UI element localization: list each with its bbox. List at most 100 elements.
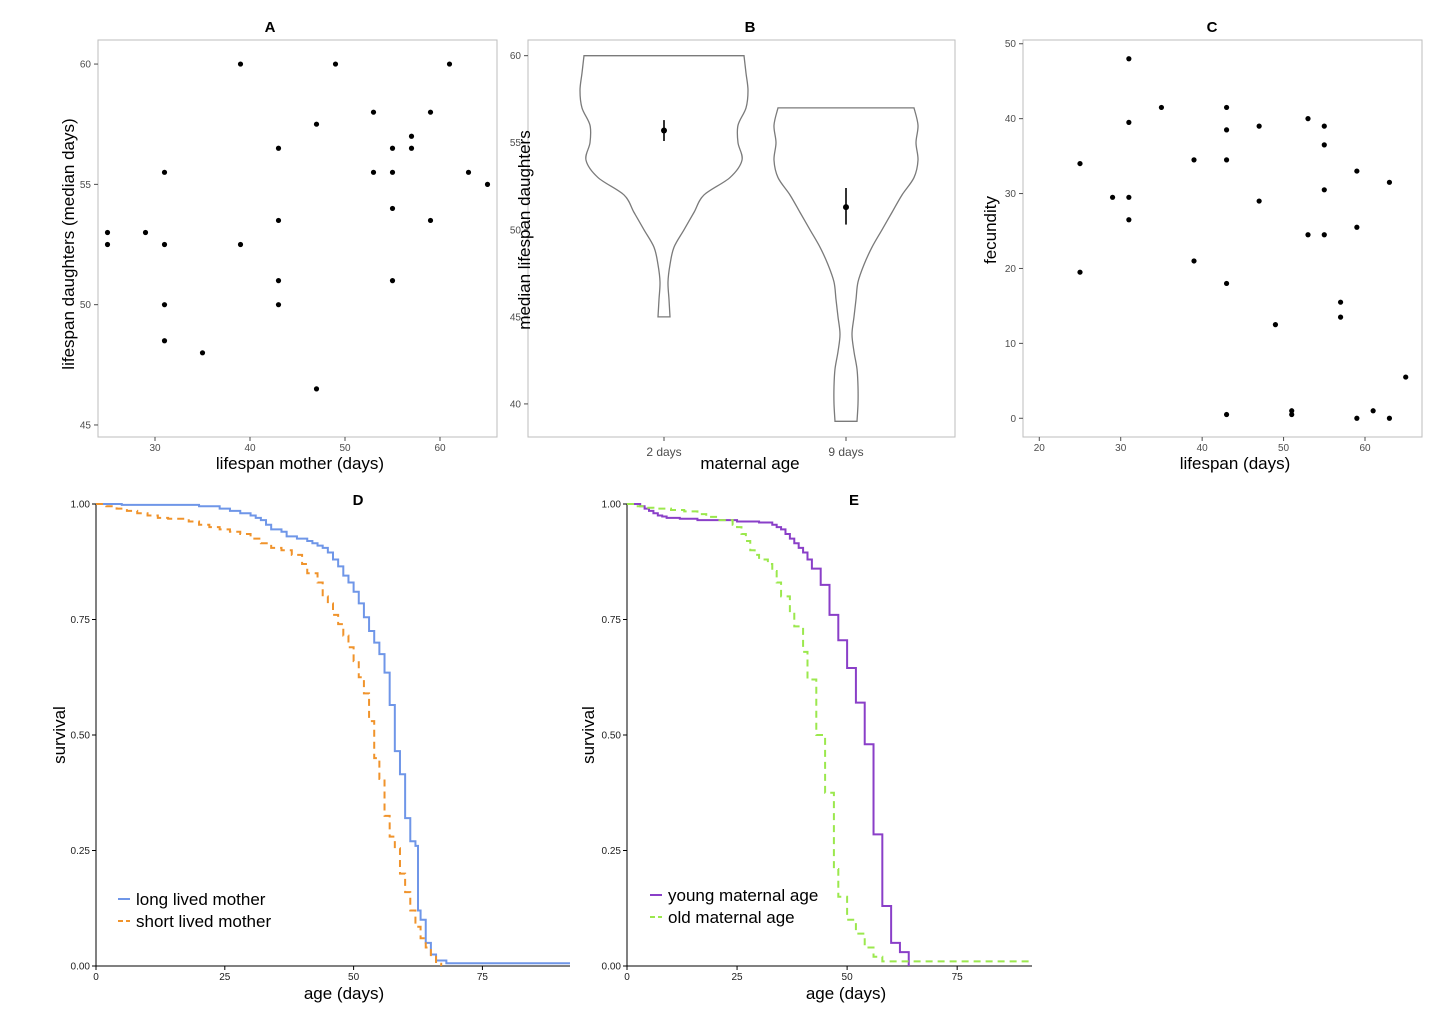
data-point [1354, 415, 1360, 421]
data-point [161, 302, 168, 308]
data-point [275, 278, 282, 284]
y-tick-label: 0.25 [602, 846, 622, 857]
data-point [1321, 187, 1327, 193]
data-point [1223, 411, 1230, 418]
data-point [1126, 56, 1132, 62]
x-axis-label: lifespan (days) [1180, 454, 1291, 473]
survival-curve-1 [627, 503, 910, 966]
y-tick-label: 0.25 [71, 846, 91, 857]
x-tick-label: 20 [1034, 443, 1046, 454]
data-point [104, 229, 111, 236]
data-point [161, 338, 168, 344]
legend-entry: short lived mother [136, 912, 271, 931]
data-point [1191, 157, 1197, 163]
y-tick-label: 0.75 [602, 615, 622, 626]
data-point [408, 133, 415, 139]
data-point [161, 241, 168, 248]
data-point [370, 169, 377, 175]
data-point [1109, 194, 1116, 200]
y-tick-label: 0.75 [71, 615, 91, 626]
x-tick-label: 75 [952, 972, 964, 983]
x-axis-label: lifespan mother (days) [216, 454, 384, 473]
data-point [1354, 168, 1360, 174]
y-tick-label: 60 [80, 60, 92, 71]
panel-title: C [1207, 19, 1218, 36]
panel-title: E [849, 492, 859, 509]
data-point [1386, 179, 1393, 185]
data-point [1191, 258, 1197, 264]
data-point [313, 386, 320, 392]
x-tick-label: 30 [149, 443, 161, 454]
y-tick-label: 50 [510, 225, 522, 236]
data-point [389, 278, 396, 284]
y-tick-label: 20 [1005, 264, 1017, 275]
legend-entry: old maternal age [668, 908, 795, 927]
x-tick-label: 0 [93, 972, 99, 983]
data-point [237, 241, 244, 248]
data-point [408, 145, 415, 151]
y-tick-label: 1.00 [602, 500, 622, 511]
y-tick-label: 50 [1005, 39, 1017, 50]
data-point [1223, 104, 1230, 111]
x-tick-label: 0 [624, 972, 630, 983]
x-tick-label: 30 [1115, 443, 1127, 454]
violin-2 [773, 107, 919, 422]
y-axis-label: survival [579, 706, 598, 764]
data-point [1223, 280, 1230, 287]
violin-1 [579, 55, 749, 318]
data-point [1321, 123, 1327, 129]
data-point [1354, 224, 1360, 230]
x-tick-label: 40 [244, 443, 256, 454]
y-tick-label: 45 [510, 312, 522, 323]
data-point [446, 61, 453, 67]
x-tick-label: 25 [219, 972, 231, 983]
y-tick-label: 10 [1005, 339, 1017, 350]
panel-A-frame [97, 39, 498, 438]
mean-point [661, 127, 667, 134]
data-point [1289, 411, 1295, 418]
x-tick-label: 25 [731, 972, 743, 983]
data-point [427, 109, 434, 115]
y-tick-label: 0.50 [602, 731, 622, 742]
data-point [389, 205, 396, 212]
legend-entry: young maternal age [668, 886, 818, 905]
data-point [142, 229, 149, 236]
panel-title: A [265, 19, 276, 36]
y-axis-label: fecundity [981, 195, 1000, 264]
y-tick-label: 50 [80, 300, 92, 311]
panel-title: B [745, 19, 756, 36]
legend-entry: long lived mother [136, 890, 266, 909]
data-point [1077, 160, 1083, 167]
data-point [1272, 322, 1279, 328]
data-point [1370, 408, 1376, 414]
data-point [161, 169, 168, 175]
data-point [1126, 194, 1132, 200]
data-point [1386, 415, 1393, 421]
data-point [237, 61, 244, 67]
data-point [199, 350, 206, 356]
data-point [1321, 142, 1327, 148]
data-point [1305, 232, 1311, 238]
mean-point [843, 204, 849, 211]
x-tick-label: 2 days [646, 445, 681, 459]
data-point [484, 181, 491, 187]
x-axis-label: age (days) [304, 984, 384, 1003]
data-point [104, 241, 111, 248]
data-point [275, 302, 282, 308]
panel-B-frame [527, 39, 956, 438]
data-point [1256, 123, 1262, 129]
data-point [1158, 104, 1165, 111]
x-tick-label: 9 days [828, 445, 863, 459]
survival-curve-1 [96, 503, 570, 965]
x-tick-label: 60 [1359, 443, 1371, 454]
y-tick-label: 40 [510, 399, 522, 410]
data-point [389, 169, 396, 175]
data-point [370, 109, 377, 115]
panel-title: D [353, 492, 364, 509]
data-point [427, 217, 434, 224]
data-point [1337, 314, 1344, 320]
data-point [275, 217, 282, 224]
y-tick-label: 45 [80, 420, 92, 431]
data-point [1223, 157, 1230, 163]
